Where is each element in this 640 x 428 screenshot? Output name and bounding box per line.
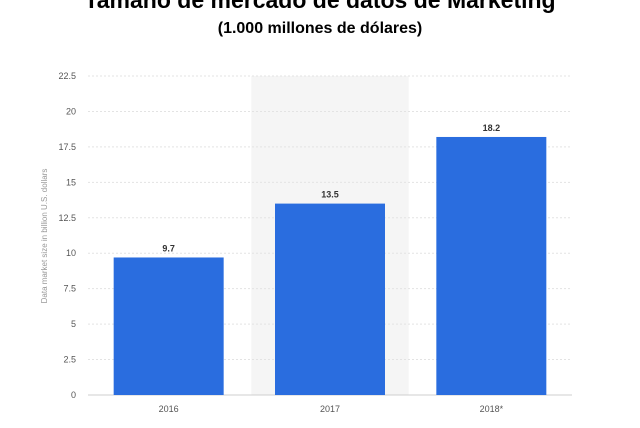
y-tick-label: 12.5 <box>58 213 76 223</box>
y-tick-label: 7.5 <box>63 284 76 294</box>
x-tick-label: 2017 <box>320 404 340 414</box>
data-label: 18.2 <box>483 123 501 133</box>
x-tick-label: 2018* <box>480 404 504 414</box>
bar-2018* <box>436 136 547 395</box>
data-label: 13.5 <box>321 190 339 200</box>
y-tick-label: 22.5 <box>58 71 76 81</box>
y-tick-label: 20 <box>66 106 76 116</box>
y-tick-label: 0 <box>71 390 76 400</box>
x-tick-label: 2016 <box>159 404 179 414</box>
bar-2017 <box>275 203 385 395</box>
data-label: 9.7 <box>162 243 175 253</box>
y-tick-label: 10 <box>66 248 76 258</box>
y-tick-label: 17.5 <box>58 142 76 152</box>
y-tick-label: 2.5 <box>63 355 76 365</box>
chart-subtitle: (1.000 millones de dólares) <box>217 20 423 37</box>
y-tick-label: 15 <box>66 177 76 187</box>
chart-title: Tamaño de mercado de datos de Marketing <box>84 0 556 13</box>
y-axis-label: Data market size in billion U.S. dollars <box>40 169 49 304</box>
bar-2016 <box>113 257 224 395</box>
y-tick-label: 5 <box>71 319 76 329</box>
